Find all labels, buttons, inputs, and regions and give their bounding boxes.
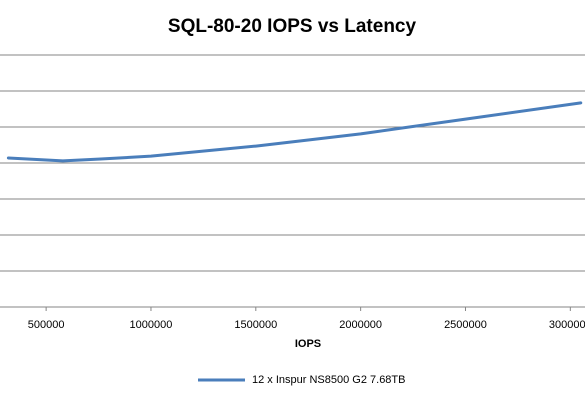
x-tick-label: 2000000 bbox=[339, 319, 382, 331]
series-line bbox=[6, 101, 583, 163]
legend-label: 12 x Inspur NS8500 G2 7.68TB bbox=[252, 374, 405, 386]
x-tick-label: 1500000 bbox=[234, 319, 277, 331]
x-tick-label: 2500000 bbox=[444, 319, 487, 331]
x-axis-title: IOPS bbox=[295, 338, 321, 350]
chart-title: SQL-80-20 IOPS vs Latency bbox=[168, 16, 417, 37]
x-tick-label: 500000 bbox=[28, 319, 65, 331]
x-tick-label: 3000000 bbox=[549, 319, 585, 331]
x-tick-label: 1000000 bbox=[130, 319, 173, 331]
